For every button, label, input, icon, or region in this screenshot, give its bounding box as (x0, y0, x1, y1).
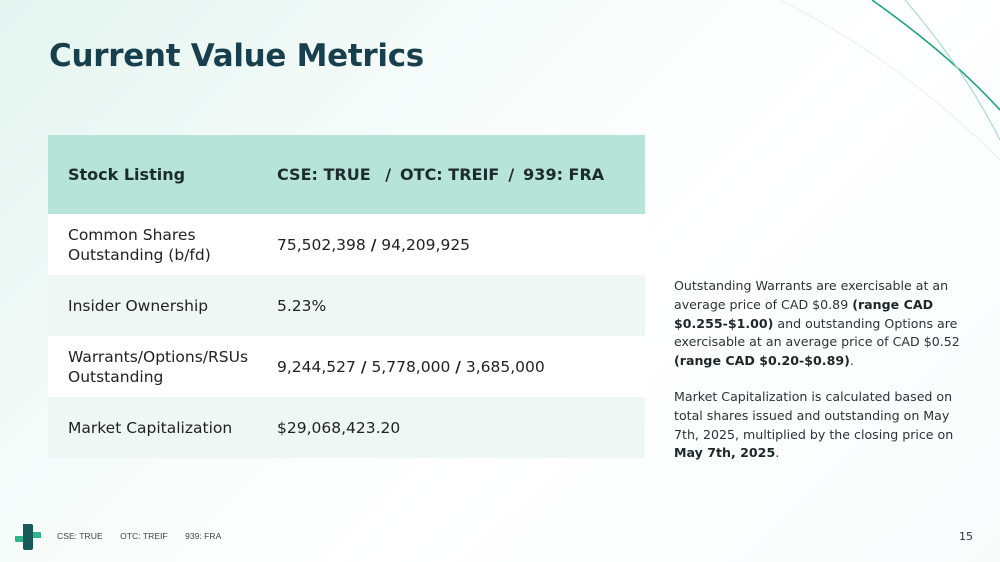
listing-fra: 939: FRA (523, 164, 605, 184)
row-value: 9,244,527 / 5,778,000 / 3,685,000 (277, 357, 545, 376)
row-label: Warrants/Options/RSUs Outstanding (68, 347, 249, 386)
row-value: $29,068,423.20 (277, 418, 401, 437)
row-value: 5.23% (277, 296, 327, 315)
table-header-row: Stock Listing CSE: TRUE / OTC: TREIF/939:… (48, 135, 645, 214)
table-row: Common Shares Outstanding (b/fd) 75,502,… (48, 214, 645, 275)
value-fully-diluted: 94,209,925 (381, 235, 471, 254)
value-rsus: 3,685,000 (465, 357, 545, 376)
row-value: 75,502,398 / 94,209,925 (277, 235, 471, 254)
cross-logo-icon (15, 524, 41, 550)
footer-cse: CSE: TRUE (57, 531, 103, 541)
market-cap-note: Market Capitalization is calculated base… (674, 388, 954, 461)
header-listing: CSE: TRUE / OTC: TREIF/939: FRA (277, 164, 605, 184)
value-basic: 75,502,398 (277, 235, 366, 254)
row-label: Market Capitalization (68, 418, 233, 437)
row-label: Insider Ownership (68, 296, 209, 315)
page-title: Current Value Metrics (49, 38, 424, 74)
table-row: Insider Ownership 5.23% (48, 275, 645, 336)
value-warrants: 9,244,527 (277, 357, 356, 376)
footer-listings: CSE: TRUE OTC: TREIF 939: FRA (57, 531, 236, 541)
row-label: Common Shares Outstanding (b/fd) (68, 225, 211, 264)
footer-otc: OTC: TREIF (120, 531, 168, 541)
metrics-table: Stock Listing CSE: TRUE / OTC: TREIF/939:… (48, 135, 645, 458)
listing-cse: CSE: TRUE (277, 164, 371, 184)
table-row: Warrants/Options/RSUs Outstanding 9,244,… (48, 336, 645, 397)
table-row: Market Capitalization $29,068,423.20 (48, 397, 645, 458)
footnotes: Outstanding Warrants are exercisable at … (674, 277, 964, 480)
listing-otc: OTC: TREIF (400, 164, 500, 184)
header-label: Stock Listing (68, 164, 186, 184)
warrants-note: Outstanding Warrants are exercisable at … (674, 278, 960, 369)
footer-fra: 939: FRA (185, 531, 222, 541)
page-number: 15 (959, 530, 973, 543)
value-options: 5,778,000 (371, 357, 451, 376)
